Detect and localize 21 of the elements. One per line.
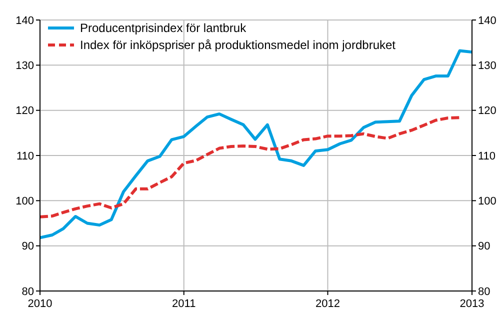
y2-tick-label: 100 [478,196,496,208]
legend-label: Index för inköpspriser på produktionsmedel inom jordbruket [80,38,396,52]
x-tick-label: 2011 [172,298,196,310]
y-tick-label: 110 [16,150,34,162]
y-tick-label: 90 [22,240,34,253]
y2-tick-label: 110 [478,150,496,162]
y2-tick-label: 90 [478,240,490,253]
y2-tick-label: 140 [478,14,496,27]
x-tick-label: 2012 [315,298,340,310]
y-tick-label: 80 [22,286,34,298]
y-tick-label: 130 [16,60,34,72]
x-tick-label: 2013 [460,298,484,310]
y2-tick-label: 120 [478,105,496,118]
y-tick-label: 120 [16,105,34,118]
line-series [38,116,462,218]
x-tick-label: 2010 [28,298,52,310]
legend-label: Producentprisindex för lantbruk [80,21,248,36]
y-tick-label: 140 [16,14,34,27]
y-tick-label: 100 [16,196,34,208]
y2-tick-label: 80 [478,286,490,298]
y2-tick-label: 130 [478,60,496,72]
